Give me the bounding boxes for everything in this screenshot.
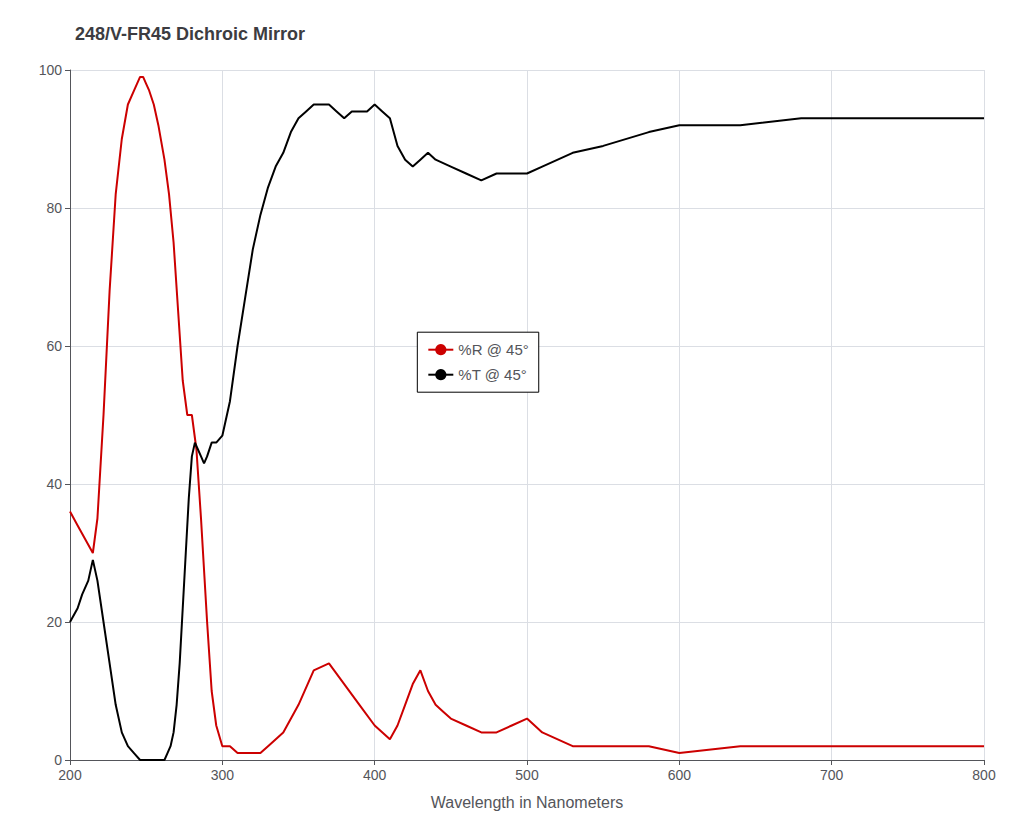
svg-text:60: 60 <box>46 338 62 354</box>
svg-text:100: 100 <box>39 62 63 78</box>
svg-text:%T @ 45°: %T @ 45° <box>458 366 526 383</box>
svg-text:40: 40 <box>46 476 62 492</box>
svg-text:500: 500 <box>515 767 539 783</box>
svg-text:800: 800 <box>972 767 996 783</box>
svg-text:600: 600 <box>668 767 692 783</box>
svg-text:80: 80 <box>46 200 62 216</box>
svg-text:200: 200 <box>58 767 82 783</box>
svg-text:700: 700 <box>820 767 844 783</box>
svg-text:20: 20 <box>46 614 62 630</box>
svg-text:400: 400 <box>363 767 387 783</box>
svg-text:248/V-FR45 Dichroic Mirror: 248/V-FR45 Dichroic Mirror <box>75 24 305 44</box>
svg-text:Wavelength in Nanometers: Wavelength in Nanometers <box>431 794 623 811</box>
svg-text:0: 0 <box>54 752 62 768</box>
svg-text:%R @ 45°: %R @ 45° <box>458 341 528 358</box>
svg-text:300: 300 <box>211 767 235 783</box>
